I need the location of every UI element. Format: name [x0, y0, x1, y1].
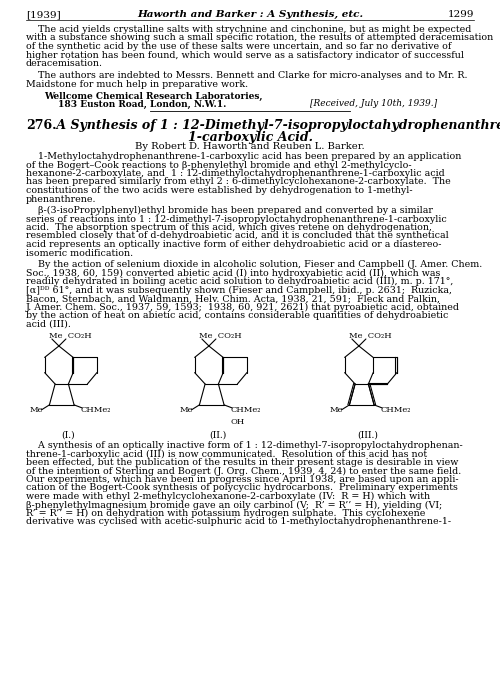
Text: Bacon, Sternbach, and Waldmann, Helv. Chim. Acta, 1938, 21, 591;  Fleck and Palk: Bacon, Sternbach, and Waldmann, Helv. Ch… — [26, 294, 440, 303]
Text: (I.): (I.) — [61, 431, 75, 440]
Text: isomeric modification.: isomeric modification. — [26, 249, 133, 257]
Text: 1-Methyloctahydrophenanthrene-1-carboxylic acid has been prepared by an applicat: 1-Methyloctahydrophenanthrene-1-carboxyl… — [26, 152, 462, 161]
Text: Me: Me — [30, 406, 43, 414]
Text: 276.: 276. — [26, 119, 56, 132]
Text: deracemisation.: deracemisation. — [26, 59, 103, 68]
Text: 1-carboxylic Acid.: 1-carboxylic Acid. — [188, 131, 312, 144]
Text: been effected, but the publication of the results in their present stage is desi: been effected, but the publication of th… — [26, 458, 458, 467]
Text: series of reactions into 1 : 12-dimethyl-7-isopropyloctahydrophenanthrene-1-carb: series of reactions into 1 : 12-dimethyl… — [26, 215, 447, 223]
Text: [1939]: [1939] — [26, 10, 61, 19]
Text: R’ = R’’ = H) on dehydration with potassium hydrogen sulphate.  This cyclohexene: R’ = R’’ = H) on dehydration with potass… — [26, 509, 425, 518]
Text: were made with ethyl 2-methylcyclohexanone-2-carboxylate (IV:  R = H) which with: were made with ethyl 2-methylcyclohexano… — [26, 492, 430, 501]
Text: of the synthetic acid by the use of these salts were uncertain, and so far no de: of the synthetic acid by the use of thes… — [26, 42, 452, 51]
Text: Me  CO₂H: Me CO₂H — [49, 332, 92, 340]
Text: phenanthrene.: phenanthrene. — [26, 194, 96, 204]
Text: acid (III).: acid (III). — [26, 320, 71, 329]
Text: Soc., 1938, 60, 159) converted abietic acid (I) into hydroxyabietic acid (II), w: Soc., 1938, 60, 159) converted abietic a… — [26, 268, 440, 278]
Text: acid.  The absorption spectrum of this acid, which gives retene on dehydrogenati: acid. The absorption spectrum of this ac… — [26, 223, 432, 232]
Text: Me: Me — [180, 406, 193, 414]
Text: By the action of selenium dioxide in alcoholic solution, Fieser and Campbell (J.: By the action of selenium dioxide in alc… — [26, 260, 482, 269]
Text: OH: OH — [230, 418, 244, 426]
Text: [α]ᴰᴰ 61°, and it was subsequently shown (Fieser and Campbell, ibid., p. 2631;  : [α]ᴰᴰ 61°, and it was subsequently shown… — [26, 285, 452, 295]
Text: threne-1-carboxylic acid (III) is now communicated.  Resolution of this acid has: threne-1-carboxylic acid (III) is now co… — [26, 449, 427, 458]
Text: Me: Me — [330, 406, 343, 414]
Text: hexanone-2-carboxylate, and  1 : 12-dimethyloctahydrophenanthrene-1-carboxylic a: hexanone-2-carboxylate, and 1 : 12-dimet… — [26, 169, 445, 178]
Text: higher rotation has been found, which would serve as a satisfactory indicator of: higher rotation has been found, which wo… — [26, 50, 464, 60]
Text: By Robert D. Haworth and Reuben L. Barker.: By Robert D. Haworth and Reuben L. Barke… — [135, 142, 365, 151]
Text: Maidstone for much help in preparative work.: Maidstone for much help in preparative w… — [26, 80, 248, 89]
Text: A synthesis of an optically inactive form of 1 : 12-dimethyl-7-isopropyloctahydr: A synthesis of an optically inactive for… — [26, 441, 463, 450]
Text: β-phenylethylmagnesium bromide gave an oily carbinol (V;  R’ = R’’ = H), yieldin: β-phenylethylmagnesium bromide gave an o… — [26, 500, 442, 509]
Text: J. Amer. Chem. Soc., 1937, 59, 1593;  1938, 60, 921, 2621) that pyroabietic acid: J. Amer. Chem. Soc., 1937, 59, 1593; 193… — [26, 303, 460, 312]
Text: cation of the Bogert-Cook synthesis of polycyclic hydrocarbons.  Preliminary exp: cation of the Bogert-Cook synthesis of p… — [26, 483, 458, 492]
Text: of the intention of Sterling and Bogert (J. Org. Chem., 1939, 4, 24) to enter th: of the intention of Sterling and Bogert … — [26, 466, 461, 475]
Text: Our experiments, which have been in progress since April 1938, are based upon an: Our experiments, which have been in prog… — [26, 475, 458, 484]
Text: 183 Euston Road, London, N.W.1.: 183 Euston Road, London, N.W.1. — [58, 100, 226, 109]
Text: The authors are indebted to Messrs. Bennett and Clarke for micro-analyses and to: The authors are indebted to Messrs. Benn… — [26, 71, 468, 81]
Text: [Received, July 10th, 1939.]: [Received, July 10th, 1939.] — [310, 100, 437, 109]
Text: readily dehydrated in boiling acetic acid solution to dehydroabietic acid (III),: readily dehydrated in boiling acetic aci… — [26, 277, 454, 286]
Text: acid represents an optically inactive form of either dehydroabietic acid or a di: acid represents an optically inactive fo… — [26, 240, 442, 249]
Text: with a substance showing such a small specific rotation, the results of attempte: with a substance showing such a small sp… — [26, 33, 493, 43]
Text: CHMe₂: CHMe₂ — [380, 406, 410, 414]
Text: Me  CO₂H: Me CO₂H — [349, 332, 392, 340]
Text: The acid yields crystalline salts with strychnine and cinchonine, but as might b: The acid yields crystalline salts with s… — [26, 25, 471, 34]
Text: (II.): (II.) — [210, 431, 226, 440]
Text: constitutions of the two acids were established by dehydrogenation to 1-methyl-: constitutions of the two acids were esta… — [26, 186, 412, 195]
Text: derivative was cyclised with acetic-sulphuric acid to 1-methyloctahydrophenanthr: derivative was cyclised with acetic-sulp… — [26, 517, 451, 526]
Text: Me  CO₂H: Me CO₂H — [199, 332, 242, 340]
Text: CHMe₂: CHMe₂ — [230, 406, 260, 414]
Text: resembled closely that of d-dehydroabietic acid, and it is concluded that the sy: resembled closely that of d-dehydroabiet… — [26, 232, 449, 240]
Text: (III.): (III.) — [358, 431, 378, 440]
Text: by the action of heat on abietic acid, contains considerable quantities of dehyd: by the action of heat on abietic acid, c… — [26, 311, 448, 320]
Text: CHMe₂: CHMe₂ — [80, 406, 110, 414]
Text: β-(3-isoPropylphenyl)ethyl bromide has been prepared and converted by a similar: β-(3-isoPropylphenyl)ethyl bromide has b… — [26, 206, 433, 215]
Text: A Synthesis of 1 : 12-Dimethyl-7-isopropyloctahydrophenanthrene-: A Synthesis of 1 : 12-Dimethyl-7-isoprop… — [52, 119, 500, 132]
Text: has been prepared similarly from ethyl 2 : 6-dimethylcyclohexanone-2-carboxylate: has been prepared similarly from ethyl 2… — [26, 177, 451, 187]
Text: 1299: 1299 — [448, 10, 474, 19]
Text: of the Bogert–Cook reactions to β-phenylethyl bromide and ethyl 2-methylcyclo-: of the Bogert–Cook reactions to β-phenyl… — [26, 160, 411, 170]
Text: Wellcome Chemical Research Laboratories,: Wellcome Chemical Research Laboratories, — [44, 92, 262, 100]
Text: Haworth and Barker : A Synthesis, etc.: Haworth and Barker : A Synthesis, etc. — [137, 10, 363, 19]
